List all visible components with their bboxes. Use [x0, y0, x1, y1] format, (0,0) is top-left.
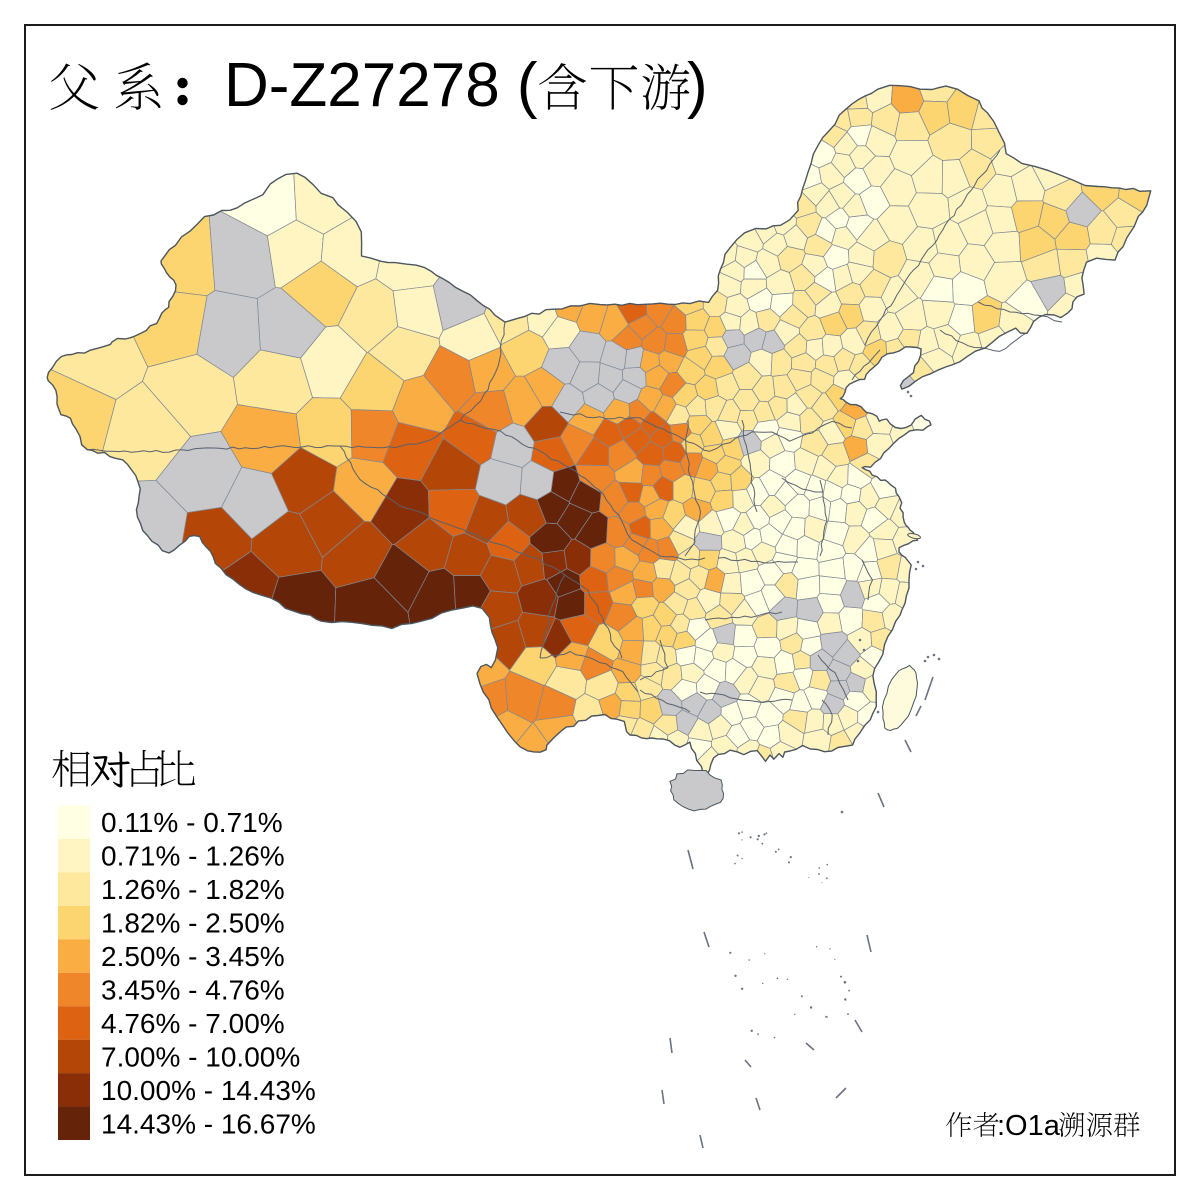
svg-text::O1a: :O1a [997, 1110, 1061, 1142]
svg-text:14.43% - 16.67%: 14.43% - 16.67% [101, 1108, 316, 1139]
svg-text:0.71% - 1.26%: 0.71% - 1.26% [101, 841, 285, 872]
svg-text:10.00% - 14.43%: 10.00% - 14.43% [101, 1075, 316, 1106]
svg-text:): ) [687, 51, 708, 120]
svg-text:7.00% - 10.00%: 7.00% - 10.00% [101, 1041, 300, 1072]
svg-text:0.11% - 0.71%: 0.11% - 0.71% [101, 807, 283, 838]
svg-text:3.45% - 4.76%: 3.45% - 4.76% [101, 975, 285, 1006]
svg-text:1.26% - 1.82%: 1.26% - 1.82% [101, 874, 285, 905]
svg-text:2.50% - 3.45%: 2.50% - 3.45% [101, 941, 285, 972]
svg-text:1.82% - 2.50%: 1.82% - 2.50% [101, 908, 285, 939]
svg-text:D-Z27278 (: D-Z27278 ( [224, 51, 538, 120]
svg-text:4.76% - 7.00%: 4.76% - 7.00% [101, 1008, 285, 1039]
